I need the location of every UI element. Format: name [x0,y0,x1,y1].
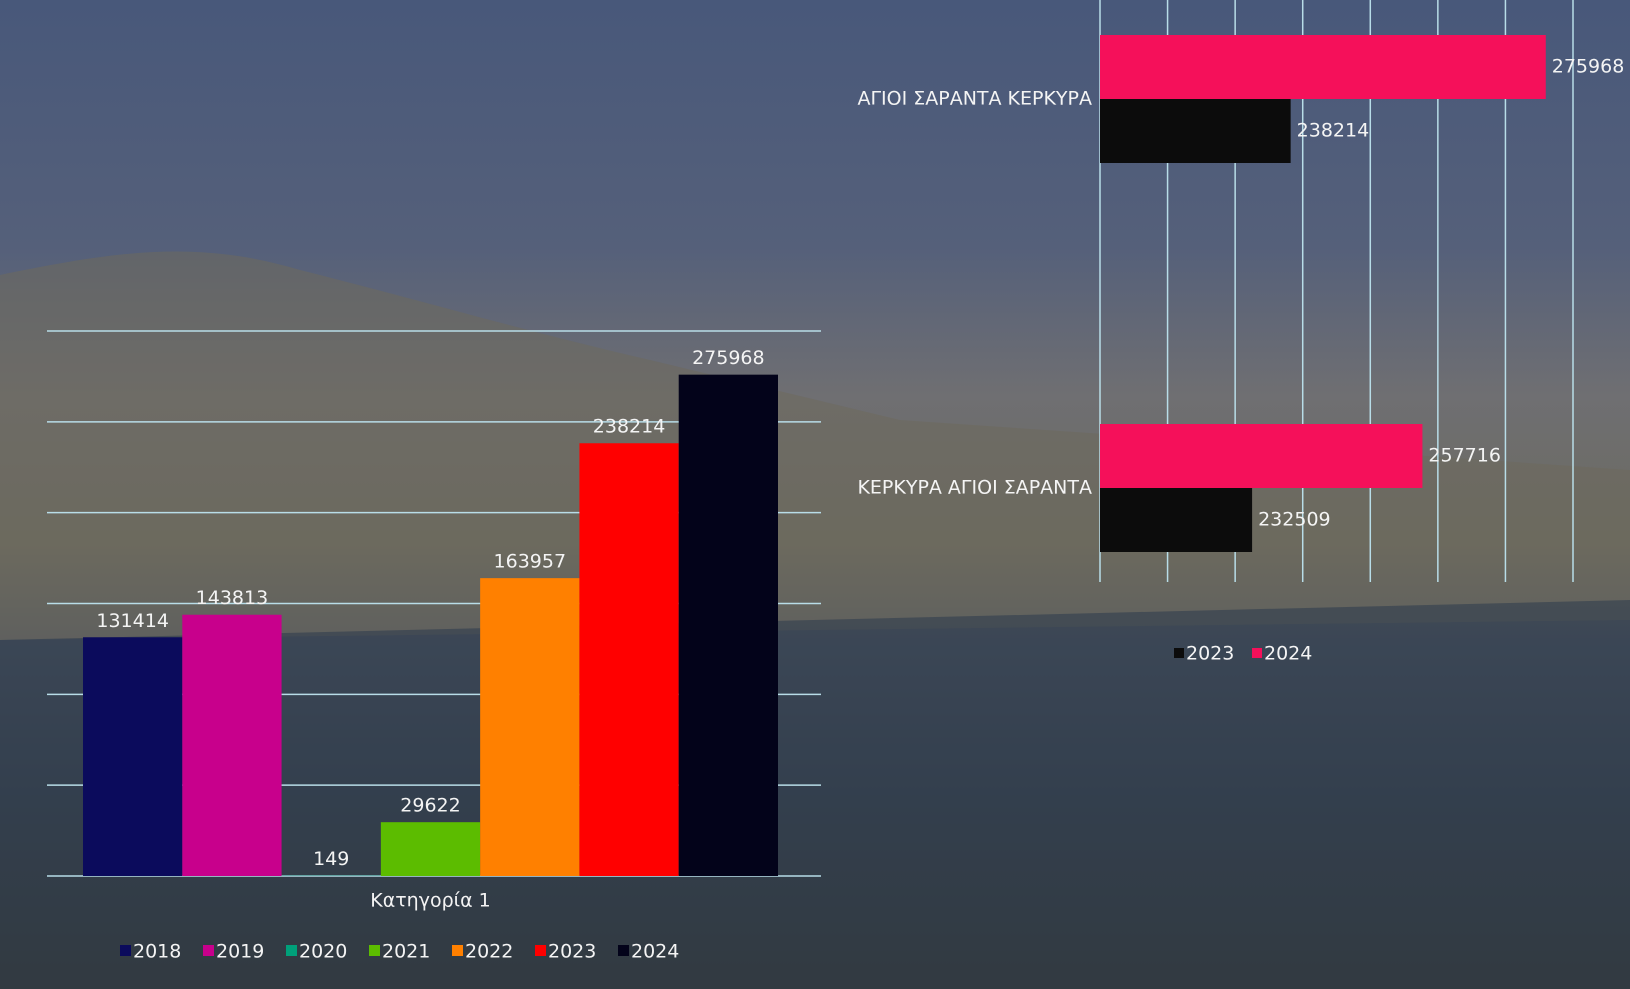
legend-swatch [452,945,463,956]
value-label: 232509 [1258,509,1331,531]
value-label: 238214 [1297,120,1370,142]
legend-swatch [369,945,380,956]
bar [480,578,580,876]
legend-label: 2018 [133,941,181,963]
bar [1100,35,1546,99]
legend-swatch [1174,648,1184,658]
value-label: 257716 [1428,445,1501,467]
value-label: 131414 [96,610,169,632]
legend-label: 2024 [1264,643,1312,665]
bar [1100,99,1291,163]
legend-swatch [203,945,214,956]
legend-label: 2023 [1186,643,1234,665]
legend-label: 2021 [382,941,430,963]
legend-label: 2024 [631,941,679,963]
legend-label: 2020 [299,941,347,963]
bar [83,637,183,876]
bar [579,443,679,876]
sea [0,600,1630,989]
value-label: 149 [313,848,349,870]
bar [380,822,481,876]
legend-label: 2023 [548,941,596,963]
legend-label: 2022 [465,941,513,963]
legend-swatch [1252,648,1262,658]
legend-swatch [618,945,629,956]
value-label: 29622 [400,795,460,817]
y-tick-label: ΑΓΙΟΙ ΣΑΡΑΝΤΑ ΚΕΡΚΥΡΑ [857,88,1092,110]
value-label: 143813 [196,587,269,609]
bar [678,374,778,876]
bar [1100,488,1253,552]
x-tick-label: Κατηγορία 1 [370,890,490,912]
value-label: 275968 [1552,56,1625,78]
value-label: 238214 [593,416,666,438]
legend-swatch [286,945,297,956]
legend-swatch [120,945,131,956]
bar [182,614,282,876]
bar [1100,424,1423,488]
value-label: 163957 [494,551,567,573]
legend-swatch [535,945,546,956]
value-label: 275968 [692,347,765,369]
legend-label: 2019 [216,941,264,963]
y-tick-label: ΚΕΡΚΥΡΑ ΑΓΙΟΙ ΣΑΡΑΝΤΑ [857,477,1092,499]
